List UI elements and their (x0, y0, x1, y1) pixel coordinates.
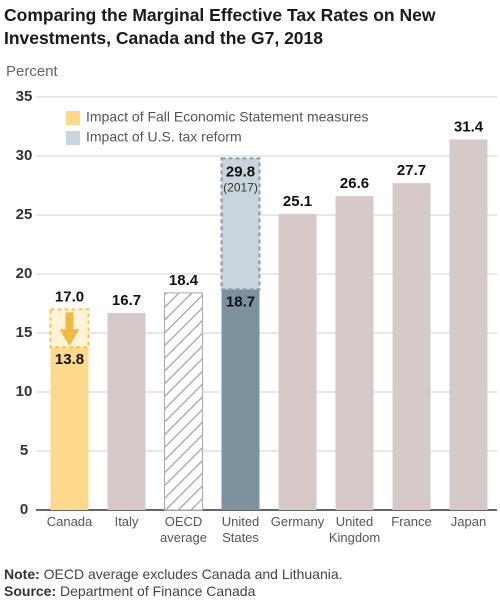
value-label: 18.7 (226, 293, 255, 310)
note-text: OECD average excludes Canada and Lithuan… (43, 566, 343, 582)
value-label: 16.7 (112, 292, 141, 309)
legend-label: Impact of U.S. tax reform (86, 129, 242, 145)
bar (221, 289, 260, 510)
impact-label: 17.0 (55, 288, 84, 305)
source: Source: Department of Finance Canada (4, 583, 255, 599)
bar (50, 347, 89, 510)
y-tick-label: 25 (16, 206, 33, 223)
impact-note: (2017) (223, 181, 258, 195)
x-tick-label: Germany (270, 514, 325, 529)
y-tick-label: 15 (16, 324, 33, 341)
bar (335, 196, 374, 510)
value-label: 18.4 (169, 272, 199, 289)
note-label: Note: (4, 566, 40, 582)
x-tick-label: United Kingdom (328, 514, 381, 545)
legend-swatch (66, 111, 80, 125)
bar (278, 213, 317, 510)
impact-label: 29.8 (226, 163, 255, 180)
note: Note: OECD average excludes Canada and L… (4, 566, 343, 582)
bar (392, 183, 431, 510)
y-tick-label: 5 (20, 442, 28, 459)
y-tick-label: 0 (20, 501, 28, 518)
y-tick-label: 20 (16, 265, 33, 282)
value-label: 13.8 (55, 351, 84, 368)
x-tick-label: France (391, 514, 432, 529)
x-tick-label: Italy (114, 514, 139, 529)
y-tick-label: 10 (16, 383, 33, 400)
bar (107, 312, 146, 510)
chart-title: Comparing the Marginal Effective Tax Rat… (4, 5, 436, 48)
x-tick-label: OECD average (160, 514, 207, 545)
legend-label: Impact of Fall Economic Statement measur… (86, 109, 368, 125)
bar (449, 139, 488, 511)
value-label: 26.6 (340, 175, 369, 192)
x-tick-label: Japan (450, 514, 487, 529)
impact-box (220, 157, 261, 291)
legend-swatch (66, 131, 80, 145)
source-text: Department of Finance Canada (60, 583, 256, 599)
bar (164, 292, 203, 511)
value-label: 25.1 (283, 193, 312, 210)
y-axis-label: Percent (6, 63, 59, 80)
x-tick-label: United States (221, 514, 260, 545)
y-tick-label: 30 (16, 147, 33, 164)
source-label: Source: (4, 583, 57, 599)
y-tick-label: 35 (16, 88, 33, 105)
x-tick-label: Canada (46, 514, 93, 529)
value-label: 27.7 (397, 162, 426, 179)
arrow (59, 312, 80, 347)
value-label: 31.4 (454, 118, 484, 135)
